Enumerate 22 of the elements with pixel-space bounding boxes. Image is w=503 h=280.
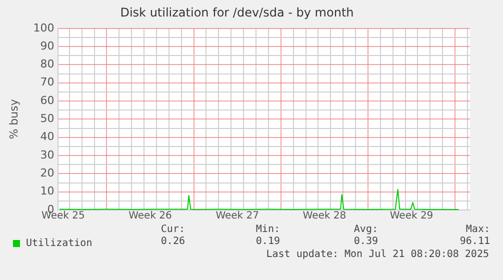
y-tick-label: 60 xyxy=(40,94,54,107)
y-tick-label: 40 xyxy=(40,130,54,144)
chart-title: Disk utilization for /dev/sda - by month xyxy=(120,5,354,20)
y-tick-label: 20 xyxy=(40,166,54,180)
y-axis-title: % busy xyxy=(7,98,20,140)
legend-label: Utilization xyxy=(26,238,92,249)
x-tick-label: Week 29 xyxy=(390,210,434,222)
x-tick-label: Week 26 xyxy=(128,210,172,222)
text: Avg: 0.39 xyxy=(354,224,378,248)
y-tick-label: 50 xyxy=(40,112,54,126)
y-tick-label: 80 xyxy=(40,58,54,71)
y-tick-label: 100 xyxy=(33,21,54,34)
x-tick-label: Week 28 xyxy=(302,210,346,222)
x-tick-label: Week 27 xyxy=(216,210,260,222)
text: Last update: Mon Jul 21 08:20:08 2025 xyxy=(266,249,489,261)
y-tick-label: 70 xyxy=(40,76,54,89)
y-tick-label: 30 xyxy=(40,148,54,162)
y-tick-label: 90 xyxy=(40,39,54,52)
text: Max: 96.11 xyxy=(460,224,490,248)
y-tick-label: 10 xyxy=(40,184,54,198)
text: Min: 0.19 xyxy=(256,224,280,248)
text: Cur: 0.26 xyxy=(160,224,185,248)
